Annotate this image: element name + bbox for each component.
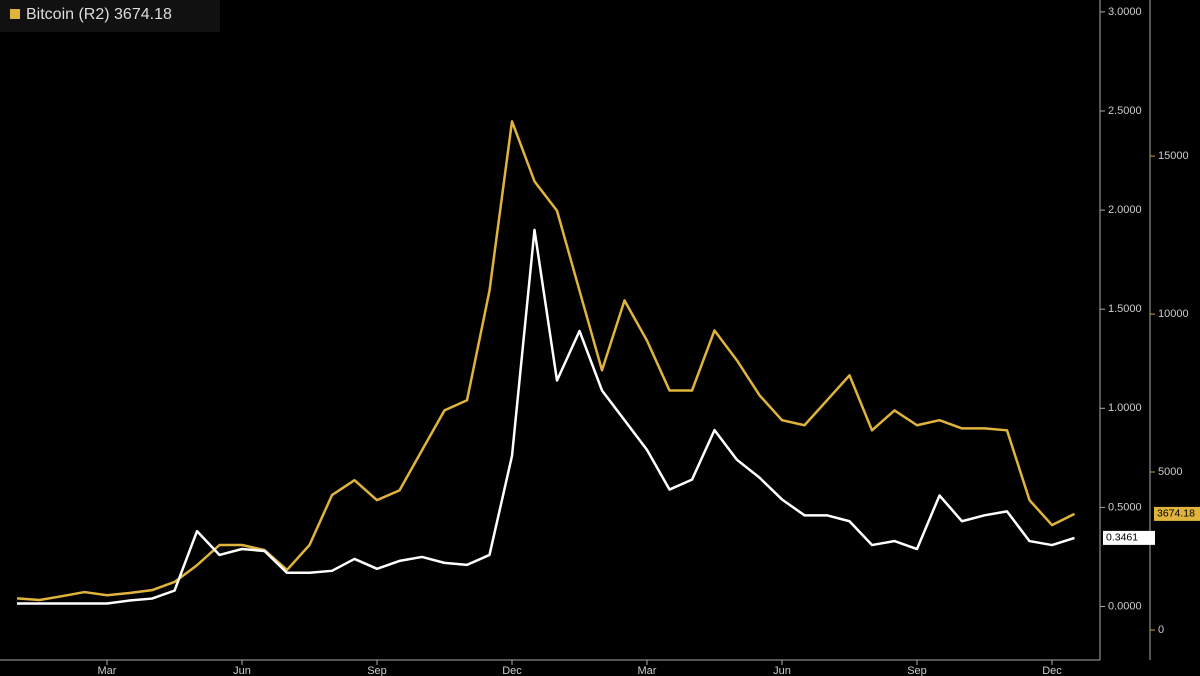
y2-tick-label: 5000 bbox=[1158, 466, 1182, 478]
y-tick-label: 3.0000 bbox=[1108, 6, 1142, 18]
y-tick-label: 1.0000 bbox=[1108, 402, 1142, 414]
y2-tick-label: 0 bbox=[1158, 624, 1164, 636]
last-value-label: 0.3461 bbox=[1106, 532, 1138, 544]
series-line bbox=[17, 228, 1075, 605]
legend-label: Bitcoin (R2) bbox=[26, 6, 110, 23]
x-tick-label: Jun bbox=[773, 665, 791, 676]
legend: Bitcoin (R2) 3674.18 bbox=[0, 0, 220, 32]
x-tick-label: Sep bbox=[367, 665, 387, 676]
x-tick-label: Mar bbox=[98, 665, 117, 676]
y-tick-label: 0.5000 bbox=[1108, 501, 1142, 513]
series-line bbox=[16, 120, 1076, 602]
y2-tick-label: 15000 bbox=[1158, 150, 1189, 162]
last-value-label: 3674.18 bbox=[1157, 508, 1195, 520]
x-tick-label: Mar bbox=[638, 665, 657, 676]
legend-box bbox=[0, 0, 220, 32]
last-value-box bbox=[1103, 530, 1155, 545]
legend-value: 3674.18 bbox=[114, 6, 172, 23]
y-tick-label: 0.0000 bbox=[1108, 600, 1142, 612]
y-tick-label: 1.5000 bbox=[1108, 303, 1142, 315]
legend-swatch bbox=[10, 9, 20, 19]
y-tick-label: 2.0000 bbox=[1108, 204, 1142, 216]
legend-entry: Bitcoin (R2) 3674.18 bbox=[26, 6, 172, 23]
y2-tick-label: 10000 bbox=[1158, 308, 1189, 320]
x-tick-label: Dec bbox=[1042, 665, 1062, 676]
x-tick-label: Jun bbox=[233, 665, 251, 676]
x-tick-label: Sep bbox=[907, 665, 927, 676]
last-value-box bbox=[1154, 506, 1200, 521]
x-tick-label: Dec bbox=[502, 665, 522, 676]
y-tick-label: 2.5000 bbox=[1108, 105, 1142, 117]
